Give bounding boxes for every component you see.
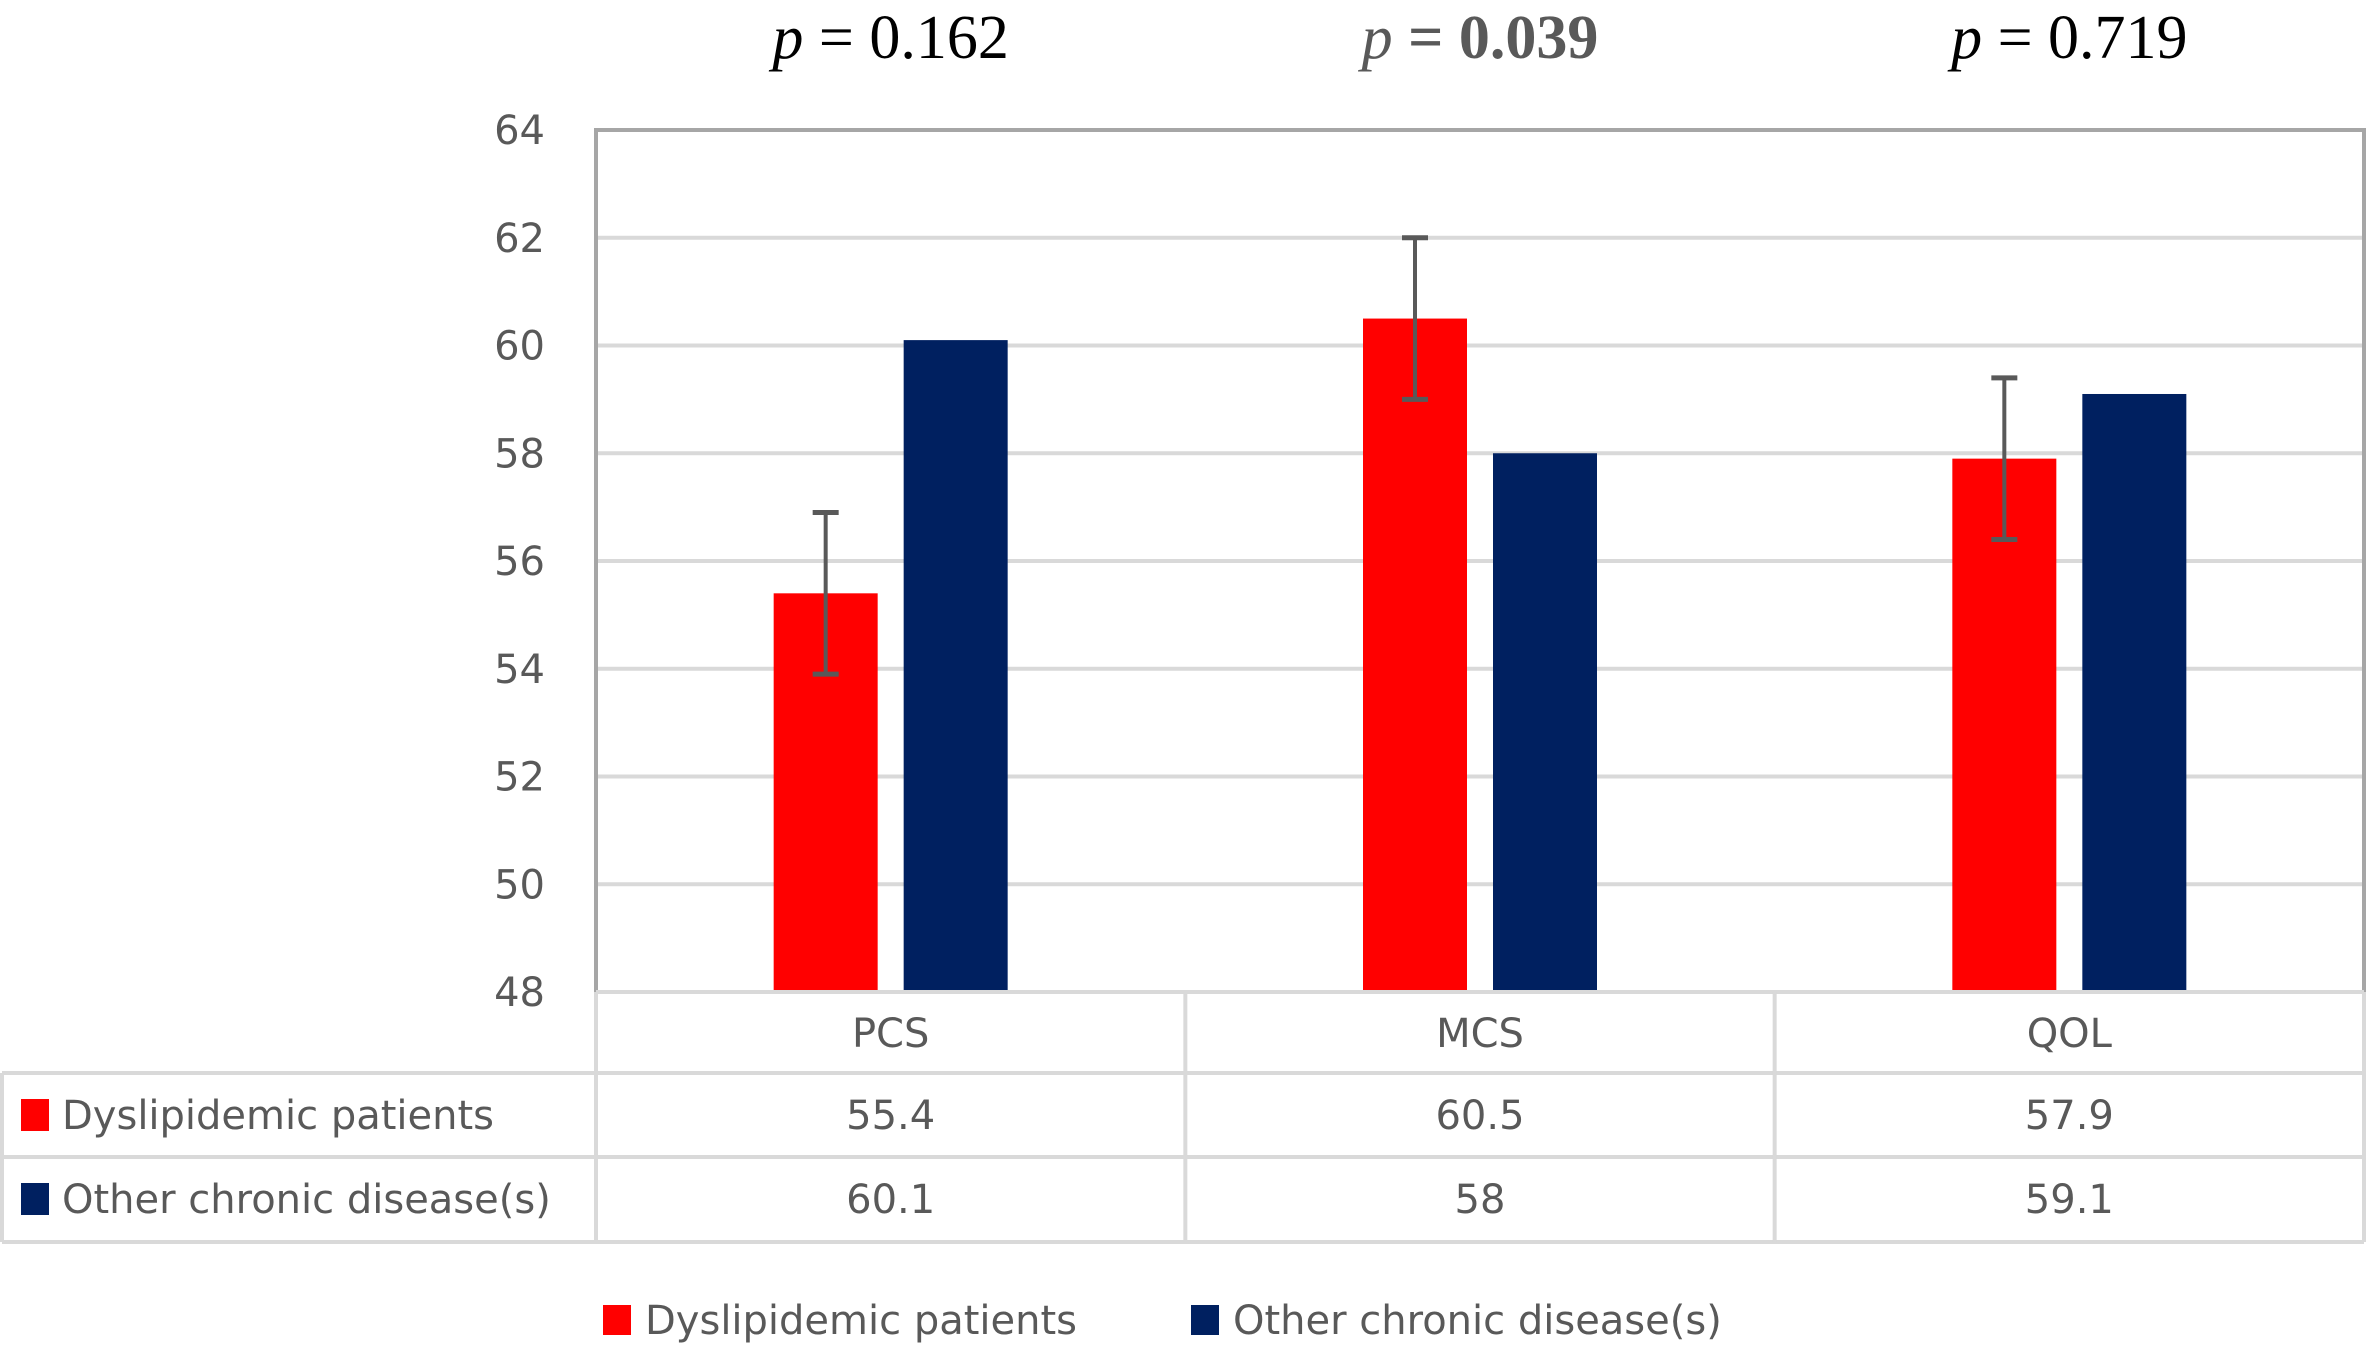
legend-label: Other chronic disease(s) — [1233, 1298, 1722, 1344]
y-tick-label: 62 — [494, 216, 545, 262]
p-value: = 0.039 — [1393, 4, 1599, 72]
error-bars — [812, 235, 2018, 677]
y-tick-label: 56 — [494, 539, 545, 585]
table-value: 57.9 — [2025, 1093, 2114, 1139]
table-value: 60.1 — [846, 1177, 935, 1223]
legend-label: Dyslipidemic patients — [645, 1298, 1077, 1344]
table-value: 58 — [1455, 1177, 1506, 1223]
p-value: = 0.162 — [803, 4, 1008, 72]
bar-pcs-series-2 — [903, 340, 1008, 992]
y-tick-label: 58 — [494, 431, 545, 477]
y-tick-label: 60 — [494, 324, 545, 370]
data-table: PCS 55.4 60.1 MCS 60.5 58 QOL 57.9 59.1 Dyslipide… — [0, 990, 2366, 1244]
x-category-label: PCS — [852, 1011, 929, 1057]
bars — [773, 318, 2187, 992]
series-name: Other chronic disease(s) — [62, 1177, 551, 1223]
p-symbol: p — [1358, 4, 1393, 72]
p-value-label: p = 0.162 — [768, 4, 1008, 72]
legend: Dyslipidemic patients Other chronic disea… — [603, 1298, 1722, 1344]
p-value-label: p = 0.039 — [1358, 4, 1599, 72]
y-tick-label: 54 — [494, 647, 545, 693]
table-value: 55.4 — [846, 1093, 935, 1139]
y-tick-label: 52 — [494, 755, 545, 801]
y-tick-label: 64 — [494, 108, 545, 154]
x-category-label: MCS — [1436, 1011, 1524, 1057]
gridlines — [596, 235, 2364, 887]
p-symbol: p — [768, 4, 803, 72]
bar-qol-series-1 — [1952, 458, 2057, 992]
p-value: = 0.719 — [1982, 4, 2187, 72]
table-value: 60.5 — [1435, 1093, 1524, 1139]
bar-mcs-series-2 — [1493, 453, 1597, 992]
bar-qol-series-2 — [2082, 393, 2187, 992]
legend-swatch-icon — [603, 1305, 631, 1335]
y-tick-label: 50 — [494, 862, 545, 908]
y-tick-label: 48 — [494, 970, 545, 1016]
bar-mcs-series-1 — [1363, 318, 1467, 992]
p-value-label: p = 0.719 — [1947, 4, 2187, 72]
series-name: Dyslipidemic patients — [62, 1093, 494, 1139]
y-axis-ticks: 48 50 52 54 56 58 60 62 64 — [494, 108, 545, 1016]
p-value-annotations: p = 0.162 p = 0.039 p = 0.719 — [768, 4, 2187, 72]
legend-key-icon — [21, 1183, 49, 1215]
x-category-label: QOL — [2027, 1011, 2113, 1057]
legend-key-icon — [21, 1099, 49, 1131]
p-symbol: p — [1947, 4, 1982, 72]
legend-swatch-icon — [1191, 1305, 1219, 1335]
table-value: 59.1 — [2025, 1177, 2114, 1223]
